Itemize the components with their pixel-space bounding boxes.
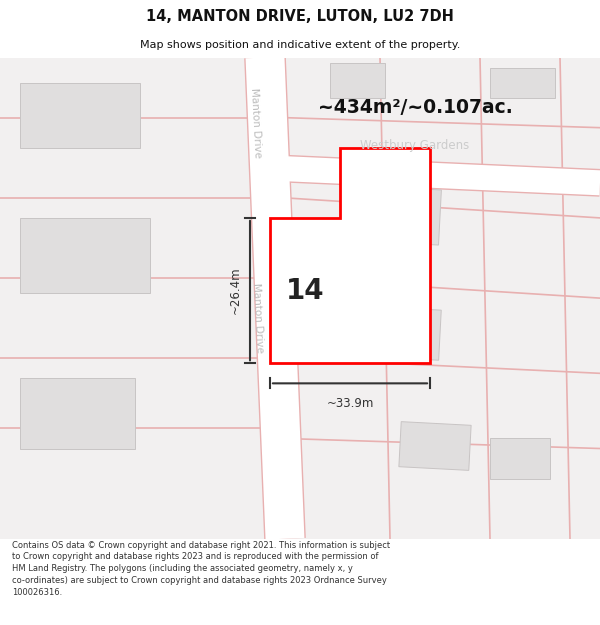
Bar xyxy=(490,439,550,479)
Bar xyxy=(490,68,555,98)
Text: 14: 14 xyxy=(286,277,325,304)
Text: Manton Drive: Manton Drive xyxy=(249,88,263,158)
Text: Contains OS data © Crown copyright and database right 2021. This information is : Contains OS data © Crown copyright and d… xyxy=(12,541,390,597)
Text: ~26.4m: ~26.4m xyxy=(229,267,242,314)
Text: Map shows position and indicative extent of the property.: Map shows position and indicative extent… xyxy=(140,40,460,50)
Bar xyxy=(399,422,471,471)
Text: Manton Drive: Manton Drive xyxy=(251,283,265,354)
Polygon shape xyxy=(270,148,430,363)
Bar xyxy=(330,62,385,98)
Bar xyxy=(359,186,442,245)
Bar xyxy=(20,82,140,148)
Bar xyxy=(20,218,150,293)
Bar xyxy=(20,378,135,449)
Text: 14, MANTON DRIVE, LUTON, LU2 7DH: 14, MANTON DRIVE, LUTON, LU2 7DH xyxy=(146,9,454,24)
Text: ~434m²/~0.107ac.: ~434m²/~0.107ac. xyxy=(317,98,512,117)
Text: ~33.9m: ~33.9m xyxy=(326,398,374,411)
Text: Westbury Gardens: Westbury Gardens xyxy=(361,139,470,152)
Bar xyxy=(364,306,441,360)
